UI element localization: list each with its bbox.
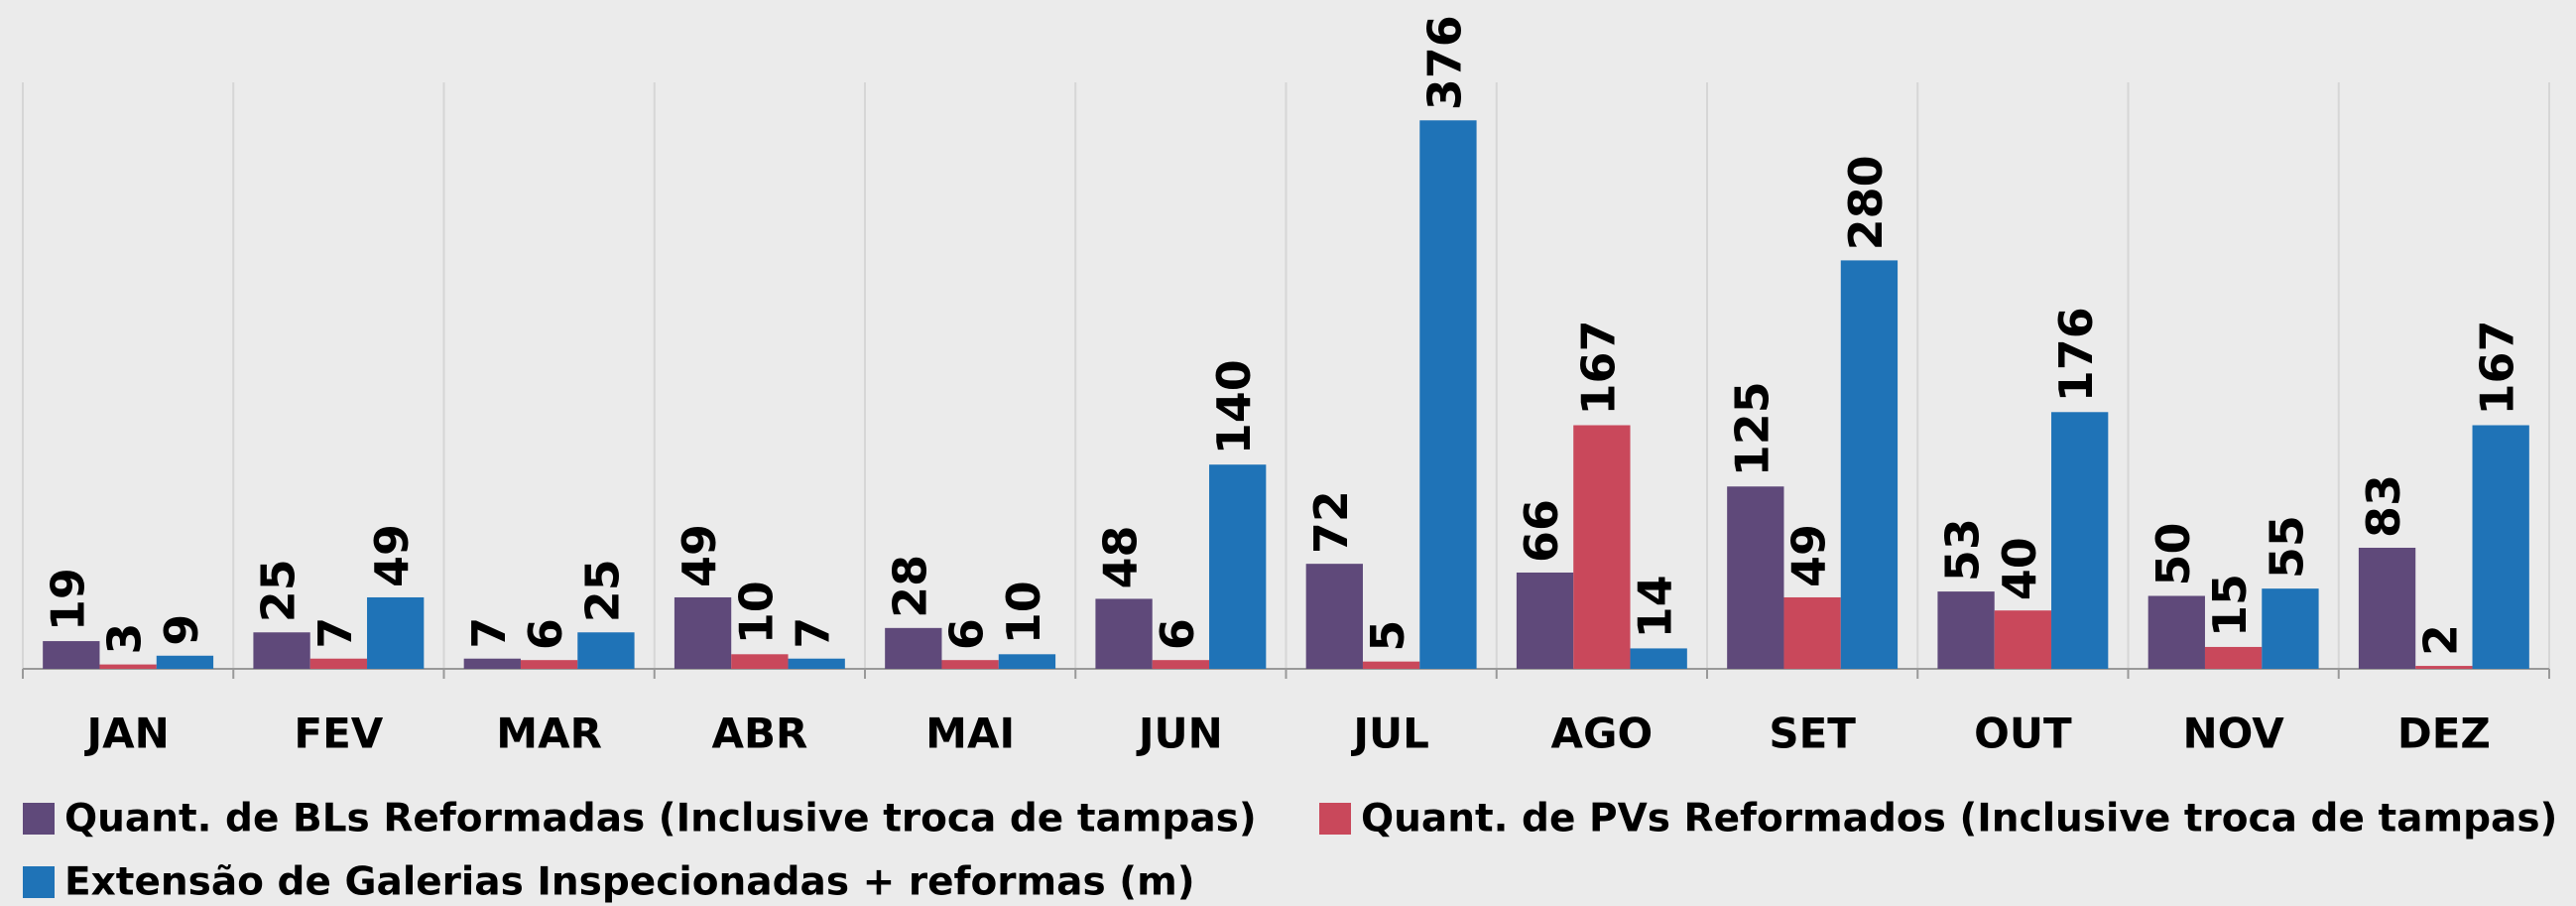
bar xyxy=(941,660,999,669)
data-label: 25 xyxy=(575,559,629,622)
data-label: 19 xyxy=(41,568,94,631)
data-label: 14 xyxy=(1629,575,1682,638)
bar xyxy=(463,658,521,669)
data-label: 9 xyxy=(155,614,208,646)
data-label: 7 xyxy=(787,617,840,649)
data-label: 280 xyxy=(1839,155,1893,250)
legend-swatch xyxy=(1319,803,1351,835)
data-label: 10 xyxy=(997,581,1050,644)
data-label: 376 xyxy=(1417,15,1471,110)
data-label: 72 xyxy=(1304,490,1358,554)
bar xyxy=(1152,660,1210,669)
x-tick-label: NOV xyxy=(2183,710,2285,758)
data-label: 28 xyxy=(883,555,936,618)
data-label: 7 xyxy=(308,617,362,649)
bar xyxy=(1573,425,1631,669)
data-label: 176 xyxy=(2049,307,2103,402)
data-label: 49 xyxy=(1782,524,1836,587)
bar xyxy=(1362,661,1420,669)
data-label: 50 xyxy=(2147,522,2200,585)
data-label: 5 xyxy=(1361,620,1414,652)
x-tick-label: SET xyxy=(1769,710,1856,758)
bar xyxy=(1209,464,1267,669)
legend-label: Quant. de BLs Reformadas (Inclusive troc… xyxy=(64,797,1257,841)
bar xyxy=(520,660,578,669)
data-label: 6 xyxy=(1151,618,1204,650)
x-tick-label: AGO xyxy=(1551,710,1654,758)
bar xyxy=(885,627,942,669)
x-tick-label: MAR xyxy=(496,710,602,758)
bar xyxy=(2204,646,2263,669)
x-tick-label: ABR xyxy=(711,710,807,758)
x-tick-label: JUL xyxy=(1350,710,1429,758)
bar xyxy=(309,658,368,669)
data-label: 83 xyxy=(2357,474,2410,538)
x-tick-label: DEZ xyxy=(2397,710,2491,758)
bar xyxy=(998,654,1056,669)
legend-label: Extensão de Galerias Inspecionadas + ref… xyxy=(64,860,1195,905)
x-tick-label: MAI xyxy=(925,710,1015,758)
bar xyxy=(577,632,635,669)
bar xyxy=(1630,648,1687,669)
x-tick-label: JAN xyxy=(83,710,169,758)
x-tick-label: JUN xyxy=(1136,710,1223,758)
bar xyxy=(2415,666,2473,669)
bar xyxy=(367,596,425,669)
data-label: 6 xyxy=(940,618,994,650)
data-label: 6 xyxy=(519,618,572,650)
data-label: 10 xyxy=(729,581,783,644)
bar xyxy=(2051,412,2109,669)
data-label: 167 xyxy=(2471,320,2524,415)
x-tick-label: FEV xyxy=(294,710,383,758)
bar xyxy=(1095,598,1153,669)
bar xyxy=(1840,260,1899,669)
legend-swatch xyxy=(23,803,55,835)
bar xyxy=(1419,120,1477,669)
data-label: 49 xyxy=(673,524,726,587)
legend-label: Quant. de PVs Reformados (Inclusive troc… xyxy=(1361,797,2557,841)
data-label: 7 xyxy=(462,617,516,649)
bar xyxy=(1516,572,1574,669)
data-label: 15 xyxy=(2203,574,2257,637)
data-label: 167 xyxy=(1571,320,1625,415)
bar xyxy=(1937,591,1995,669)
bar xyxy=(2262,588,2319,669)
data-label: 125 xyxy=(1725,381,1779,476)
bar xyxy=(156,655,214,669)
bar xyxy=(674,596,732,669)
data-label: 2 xyxy=(2413,624,2467,656)
data-label: 53 xyxy=(1936,518,1990,582)
bar xyxy=(1783,596,1841,669)
bar xyxy=(99,664,157,669)
bar xyxy=(1994,610,2052,669)
bar xyxy=(2147,595,2205,669)
data-label: 49 xyxy=(365,524,419,587)
bar xyxy=(1305,564,1363,669)
data-label: 66 xyxy=(1515,499,1568,563)
data-label: 55 xyxy=(2260,515,2313,579)
x-tick-label: OUT xyxy=(1974,710,2072,758)
bar xyxy=(43,641,100,669)
data-label: 25 xyxy=(252,559,306,622)
bar xyxy=(788,658,845,669)
bar xyxy=(2358,547,2416,669)
bar xyxy=(253,632,310,669)
data-label: 3 xyxy=(98,623,152,655)
data-label: 40 xyxy=(1993,537,2046,600)
bar xyxy=(731,654,789,669)
data-label: 140 xyxy=(1207,359,1261,454)
data-label: 48 xyxy=(1094,525,1148,588)
bar xyxy=(2472,425,2529,669)
legend-swatch xyxy=(23,866,55,898)
bar xyxy=(1727,486,1784,669)
